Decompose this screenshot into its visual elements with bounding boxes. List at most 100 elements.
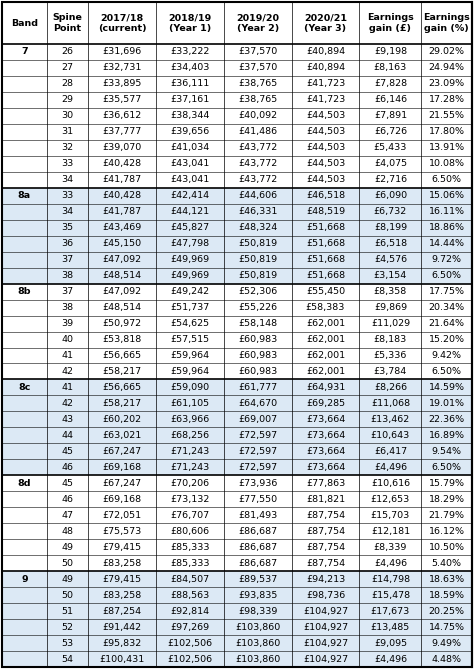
Text: £71,243: £71,243 xyxy=(170,447,210,456)
Text: Earnings
gain (£): Earnings gain (£) xyxy=(367,13,414,33)
Text: £45,827: £45,827 xyxy=(170,223,210,232)
Text: £50,819: £50,819 xyxy=(238,255,277,264)
Text: £98,339: £98,339 xyxy=(238,607,277,615)
Text: £97,269: £97,269 xyxy=(170,623,210,632)
Text: 39: 39 xyxy=(62,319,73,328)
Text: £104,927: £104,927 xyxy=(303,654,348,664)
Text: £76,707: £76,707 xyxy=(170,510,210,520)
Text: £11,029: £11,029 xyxy=(371,319,410,328)
Text: 14.44%: 14.44% xyxy=(428,240,465,248)
Text: £79,415: £79,415 xyxy=(102,543,142,552)
Text: £44,606: £44,606 xyxy=(238,191,277,200)
Text: 45: 45 xyxy=(62,447,73,456)
Text: £47,798: £47,798 xyxy=(170,240,210,248)
Text: 38: 38 xyxy=(62,303,73,312)
Text: £34,403: £34,403 xyxy=(170,64,210,72)
Text: £73,936: £73,936 xyxy=(238,479,277,488)
Text: Band: Band xyxy=(11,19,38,27)
Text: £49,242: £49,242 xyxy=(170,287,210,296)
Text: £45,150: £45,150 xyxy=(102,240,142,248)
Text: 17.80%: 17.80% xyxy=(428,127,465,136)
Text: £86,687: £86,687 xyxy=(238,543,277,552)
Text: 9: 9 xyxy=(21,575,27,583)
Text: £51,737: £51,737 xyxy=(170,303,210,312)
Text: 16.12%: 16.12% xyxy=(428,527,465,536)
Text: £40,092: £40,092 xyxy=(238,111,277,120)
Text: £40,428: £40,428 xyxy=(102,159,142,169)
Text: 8b: 8b xyxy=(18,287,31,296)
Text: 52: 52 xyxy=(62,623,73,632)
Text: £47,092: £47,092 xyxy=(102,255,142,264)
Text: £69,168: £69,168 xyxy=(102,495,142,504)
Text: 10.50%: 10.50% xyxy=(428,543,465,552)
Text: £9,198: £9,198 xyxy=(374,47,407,56)
Text: £102,506: £102,506 xyxy=(167,654,212,664)
Text: £50,819: £50,819 xyxy=(238,271,277,280)
Text: £6,726: £6,726 xyxy=(374,127,407,136)
Text: £44,503: £44,503 xyxy=(306,127,345,136)
Text: £36,111: £36,111 xyxy=(170,80,210,88)
Text: £8,266: £8,266 xyxy=(374,383,407,392)
Text: 37: 37 xyxy=(62,255,73,264)
Bar xyxy=(2,156,472,172)
Text: £67,247: £67,247 xyxy=(102,447,142,456)
Text: £10,643: £10,643 xyxy=(371,431,410,440)
Text: £6,090: £6,090 xyxy=(374,191,407,200)
Text: 33: 33 xyxy=(61,191,73,200)
Text: £104,927: £104,927 xyxy=(303,623,348,632)
Text: £44,121: £44,121 xyxy=(170,207,210,216)
Text: 17.75%: 17.75% xyxy=(428,287,465,296)
Text: 21.55%: 21.55% xyxy=(428,111,465,120)
Text: £77,863: £77,863 xyxy=(306,479,345,488)
Text: 14.75%: 14.75% xyxy=(428,623,465,632)
Text: £4,496: £4,496 xyxy=(374,463,407,472)
Text: £37,570: £37,570 xyxy=(238,47,277,56)
Text: £43,041: £43,041 xyxy=(170,175,210,184)
Text: 6.50%: 6.50% xyxy=(432,463,462,472)
Bar xyxy=(2,523,472,539)
Text: 2020/21
(Year 3): 2020/21 (Year 3) xyxy=(304,13,347,33)
Text: £104,927: £104,927 xyxy=(303,638,348,648)
Text: £37,570: £37,570 xyxy=(238,64,277,72)
Text: £58,148: £58,148 xyxy=(238,319,277,328)
Text: £71,243: £71,243 xyxy=(170,463,210,472)
Text: 29.02%: 29.02% xyxy=(428,47,465,56)
Text: £83,258: £83,258 xyxy=(102,559,142,568)
Text: 4.48%: 4.48% xyxy=(432,654,462,664)
Text: 41: 41 xyxy=(62,383,73,392)
Text: £104,927: £104,927 xyxy=(303,607,348,615)
Text: £33,222: £33,222 xyxy=(170,47,210,56)
Text: £46,518: £46,518 xyxy=(306,191,345,200)
Text: £85,333: £85,333 xyxy=(170,559,210,568)
Text: 44: 44 xyxy=(62,431,73,440)
Text: £103,860: £103,860 xyxy=(235,654,280,664)
Text: £79,415: £79,415 xyxy=(102,575,142,583)
Bar xyxy=(2,76,472,92)
Text: 2017/18
(current): 2017/18 (current) xyxy=(98,13,146,33)
Text: £52,306: £52,306 xyxy=(238,287,277,296)
Text: £13,462: £13,462 xyxy=(371,415,410,424)
Bar xyxy=(2,395,472,411)
Text: 47: 47 xyxy=(62,510,73,520)
Text: 27: 27 xyxy=(62,64,73,72)
Text: 38: 38 xyxy=(62,271,73,280)
Text: £32,731: £32,731 xyxy=(102,64,142,72)
Text: £41,486: £41,486 xyxy=(238,127,277,136)
Text: 54: 54 xyxy=(62,654,73,664)
Text: £51,668: £51,668 xyxy=(306,271,345,280)
Text: £59,964: £59,964 xyxy=(170,367,210,376)
Text: £41,723: £41,723 xyxy=(306,80,345,88)
Text: £5,336: £5,336 xyxy=(374,351,407,360)
Text: 15.79%: 15.79% xyxy=(428,479,465,488)
Text: 51: 51 xyxy=(62,607,73,615)
Bar xyxy=(2,332,472,347)
Text: £41,787: £41,787 xyxy=(102,207,142,216)
Text: 33: 33 xyxy=(61,159,73,169)
Text: £59,964: £59,964 xyxy=(170,351,210,360)
Text: 23.09%: 23.09% xyxy=(428,80,465,88)
Bar xyxy=(2,571,472,587)
Text: £8,199: £8,199 xyxy=(374,223,407,232)
Text: 35: 35 xyxy=(62,223,73,232)
Bar xyxy=(2,2,472,44)
Text: 15.06%: 15.06% xyxy=(428,191,465,200)
